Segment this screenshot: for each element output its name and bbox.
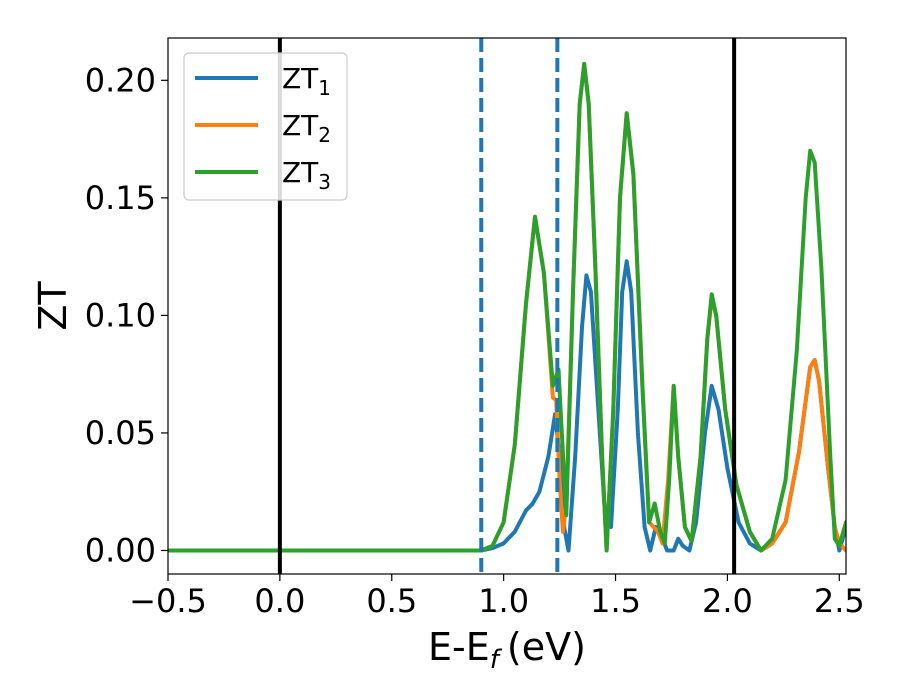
x-axis-label-main: E-E [428, 625, 490, 669]
legend-label-zt3: ZT3 [282, 156, 331, 194]
legend-label-zt1: ZT1 [282, 62, 331, 100]
x-tick-label: 2.0 [702, 582, 753, 620]
series-line-zt3 [168, 61, 846, 553]
y-tick-label: 0.15 [85, 179, 156, 217]
x-tick-label: 0.0 [254, 582, 305, 620]
x-tick-label: 1.0 [478, 582, 529, 620]
x-tick-label: −0.5 [129, 582, 207, 620]
y-tick-label: 0.10 [85, 296, 156, 334]
y-axis-label: ZT [31, 281, 75, 331]
x-tick-label: 2.5 [814, 582, 865, 620]
y-tick-label: 0.00 [85, 531, 156, 569]
legend-box [183, 52, 348, 201]
x-axis-label: E-Ef (eV) [428, 625, 586, 675]
legend: ZT1 ZT2 ZT3 [183, 52, 348, 201]
x-axis-label-unit: (eV) [507, 625, 586, 669]
legend-label-zt2: ZT2 [282, 109, 331, 147]
plot-area-frame [167, 37, 847, 575]
x-tick-label: 0.5 [366, 582, 417, 620]
x-axis-label-sub: f [490, 645, 503, 675]
x-tick-label: 1.5 [590, 582, 641, 620]
y-tick-label: 0.20 [85, 61, 156, 99]
y-tick-label: 0.05 [85, 414, 156, 452]
series-line-zt2 [168, 61, 846, 553]
